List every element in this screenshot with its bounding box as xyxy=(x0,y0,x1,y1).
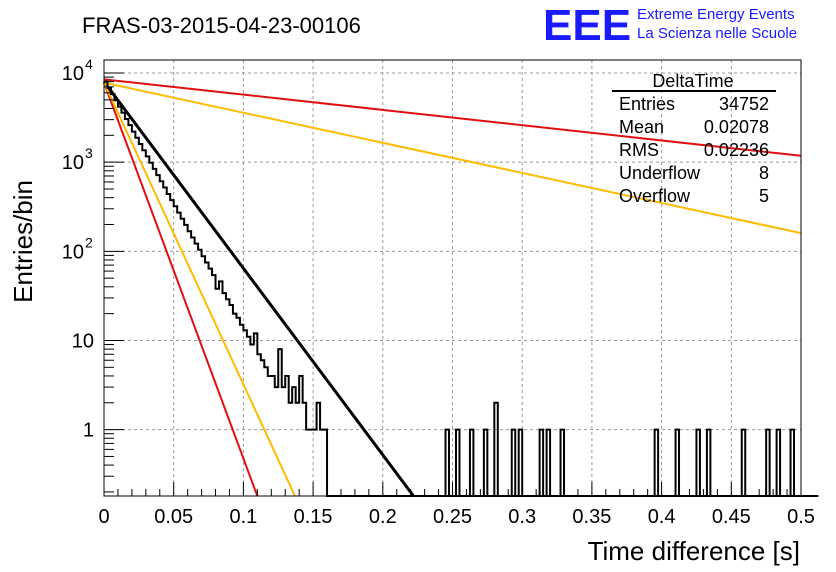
x-tick-label: 0.5 xyxy=(787,506,815,528)
x-tick-label: 0.15 xyxy=(294,506,333,528)
histogram-bin xyxy=(482,428,489,496)
stats-value-overflow: 5 xyxy=(759,186,769,206)
stats-label-overflow: Overflow xyxy=(619,186,691,206)
histogram-bin xyxy=(517,428,524,496)
stats-value-rms: 0.02236 xyxy=(704,140,769,160)
x-tick-label: 0.3 xyxy=(508,506,536,528)
histogram-bin xyxy=(740,428,747,496)
histogram-bin xyxy=(468,428,475,496)
histogram-bin xyxy=(705,428,712,496)
fit-curve-2 xyxy=(103,81,802,235)
y-tick-exponent: 2 xyxy=(85,234,93,250)
stats-label-entries: Entries xyxy=(619,94,675,114)
y-tick-label: 10 xyxy=(62,63,84,85)
y-axis-label: Entries/bin xyxy=(8,180,38,303)
histogram-bin xyxy=(545,428,552,496)
histogram-bin xyxy=(674,428,681,496)
stats-title: DeltaTime xyxy=(652,71,733,91)
eee-logo-line2: La Scienza nelle Scuole xyxy=(637,25,797,42)
x-tick-label: 0.1 xyxy=(229,506,257,528)
chart-title: FRAS-03-2015-04-23-00106 xyxy=(82,13,361,38)
histogram-bin xyxy=(510,428,517,496)
eee-logo-mark: EEE xyxy=(543,1,631,50)
histogram-bin xyxy=(695,428,701,496)
x-axis-label: Time difference [s] xyxy=(588,536,800,566)
histogram-bin xyxy=(444,428,451,496)
eee-logo-line1: Extreme Energy Events xyxy=(637,6,795,23)
x-tick-label: 0.2 xyxy=(369,506,397,528)
stats-value-entries: 34752 xyxy=(719,94,769,114)
x-tick-label: 0.25 xyxy=(433,506,472,528)
fit-curve-0 xyxy=(102,80,415,497)
histogram-bin xyxy=(493,401,499,496)
histogram-bin xyxy=(653,428,660,496)
y-tick-label: 10 xyxy=(72,330,94,352)
fit-curve-4 xyxy=(103,82,296,497)
grid xyxy=(104,60,801,496)
y-tick-exponent: 3 xyxy=(85,145,93,161)
y-tick-label: 10 xyxy=(62,152,84,174)
histogram-bin xyxy=(765,428,771,496)
fit-curve-3 xyxy=(103,82,259,497)
stats-label-rms: RMS xyxy=(619,140,659,160)
x-axis-ticks: 0 0.05 0.1 0.15 0.2 0.25 0.3 0.35 0.4 0.45 0.5 xyxy=(98,482,815,528)
y-tick-label: 10 xyxy=(62,241,84,263)
histogram-bin xyxy=(538,428,545,496)
stats-label-underflow: Underflow xyxy=(619,163,701,183)
stats-label-mean: Mean xyxy=(619,117,664,137)
histogram-bin xyxy=(775,428,782,496)
histogram-bin xyxy=(454,428,461,496)
stats-box: DeltaTime Entries 34752 Mean 0.02078 RMS… xyxy=(612,71,776,206)
x-tick-label: 0.4 xyxy=(648,506,676,528)
y-tick-exponent: 4 xyxy=(85,56,93,72)
x-tick-label: 0.45 xyxy=(712,506,751,528)
fit-curves xyxy=(102,78,802,497)
fit-curve-1 xyxy=(103,78,802,157)
y-tick-label: 1 xyxy=(83,420,94,442)
stats-value-mean: 0.02078 xyxy=(704,117,769,137)
x-tick-label: 0.35 xyxy=(572,506,611,528)
x-tick-label: 0 xyxy=(98,506,109,528)
x-tick-label: 0.05 xyxy=(154,506,193,528)
histogram-bin xyxy=(789,428,796,496)
eee-logo: EEE Extreme Energy Events La Scienza nel… xyxy=(543,1,797,50)
stats-value-underflow: 8 xyxy=(759,163,769,183)
histogram-bin xyxy=(559,428,566,496)
